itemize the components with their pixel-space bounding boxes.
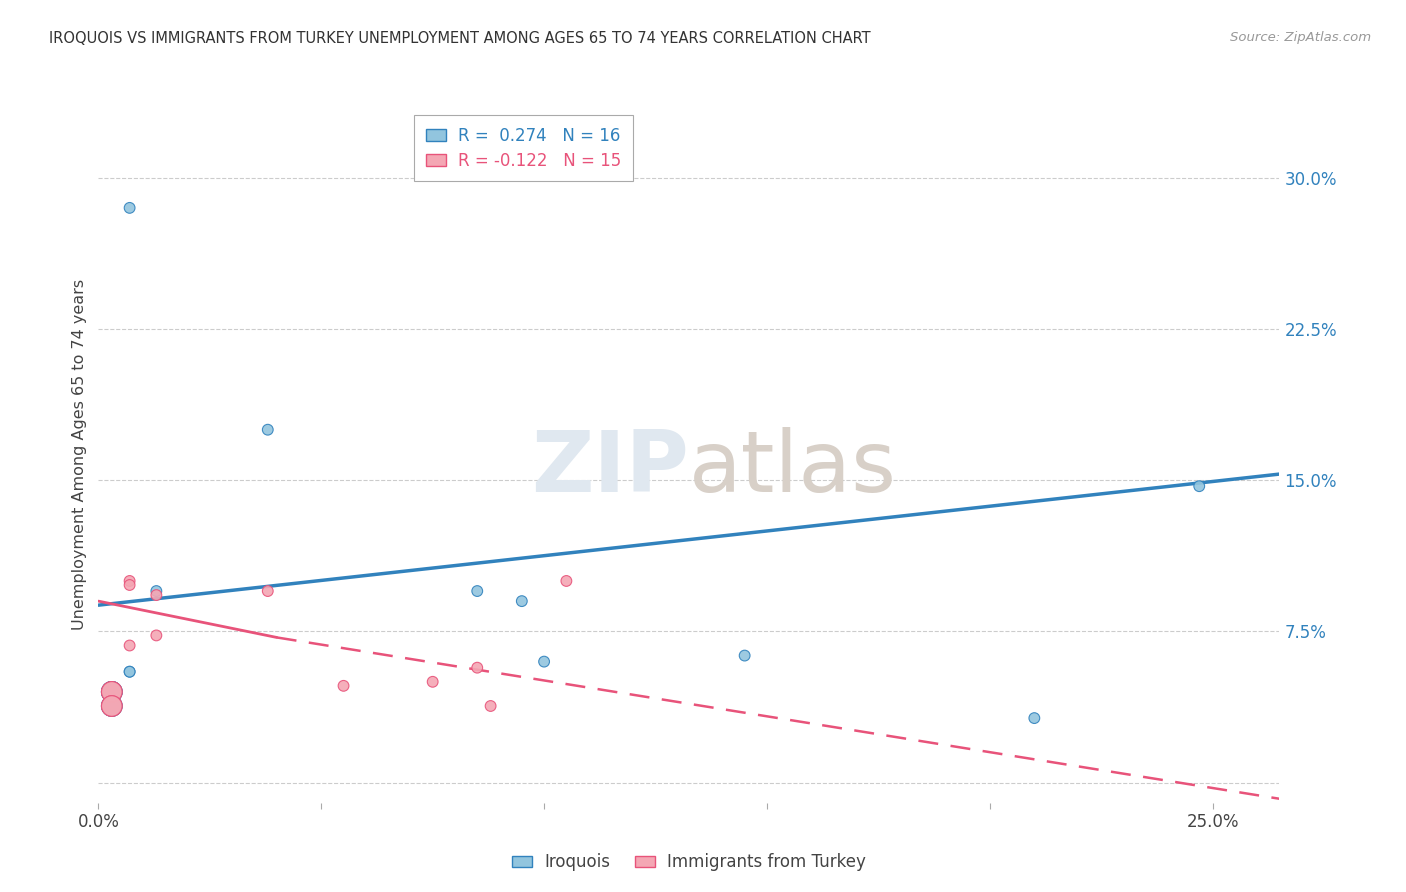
Point [465,661,488,675]
Point [145,628,167,642]
Point [734,648,756,663]
Text: Source: ZipAtlas.com: Source: ZipAtlas.com [1230,31,1371,45]
Point [256,584,278,599]
Point [101,685,124,699]
Point [1188,479,1211,493]
Point [533,655,555,669]
Point [332,679,354,693]
Point [256,423,278,437]
Text: atlas: atlas [689,427,897,510]
Point [465,584,488,599]
Point [118,578,141,592]
Y-axis label: Unemployment Among Ages 65 to 74 years: Unemployment Among Ages 65 to 74 years [72,279,87,631]
Point [101,685,124,699]
Point [118,201,141,215]
Point [145,584,167,599]
Text: IROQUOIS VS IMMIGRANTS FROM TURKEY UNEMPLOYMENT AMONG AGES 65 TO 74 YEARS CORREL: IROQUOIS VS IMMIGRANTS FROM TURKEY UNEMP… [49,31,870,46]
Point [101,685,124,699]
Point [101,698,124,713]
Point [479,698,502,713]
Text: ZIP: ZIP [531,427,689,510]
Point [101,685,124,699]
Point [118,665,141,679]
Point [101,698,124,713]
Point [101,698,124,713]
Point [510,594,533,608]
Point [118,574,141,588]
Point [422,674,444,689]
Point [118,665,141,679]
Point [101,685,124,699]
Point [145,588,167,602]
Point [1024,711,1046,725]
Point [555,574,578,588]
Legend: Iroquois, Immigrants from Turkey: Iroquois, Immigrants from Turkey [506,847,872,878]
Point [101,698,124,713]
Point [118,639,141,653]
